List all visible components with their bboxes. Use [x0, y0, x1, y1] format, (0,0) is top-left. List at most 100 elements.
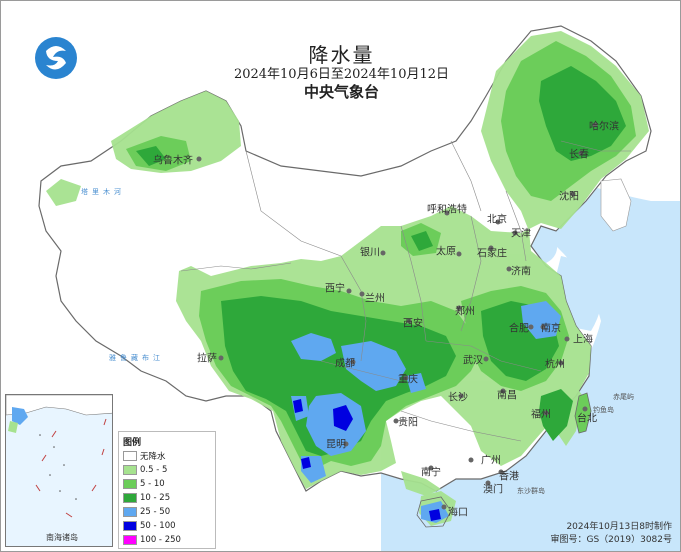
city-label-yinchuan: 银川 [360, 247, 380, 259]
city-dot [483, 356, 489, 362]
city-label-macau: 澳门 [483, 484, 503, 496]
legend-swatch [123, 521, 137, 531]
legend-label: 5 - 10 [140, 479, 165, 489]
city-dot [428, 465, 434, 471]
city-label-changsha: 长沙 [448, 392, 468, 404]
city-dot [346, 288, 352, 294]
city-dot [441, 504, 447, 510]
map-period: 2024年10月6日至2024年10月12日 [233, 67, 450, 82]
city-dot [570, 191, 576, 197]
legend-swatch [123, 465, 137, 475]
map-legend: 图例 无降水 0.5 - 5 5 - 10 10 - 25 25 - 50 50 - 10… [118, 431, 216, 549]
city-dot [406, 318, 412, 324]
city-label-chongqing: 重庆 [398, 374, 418, 386]
city-label-kunming: 昆明 [326, 439, 346, 451]
city-label-nanjing: 南京 [541, 323, 561, 335]
city-dot [488, 245, 494, 251]
city-label-tianjin: 天津 [511, 228, 531, 240]
legend-item: 0.5 - 5 [123, 464, 167, 476]
city-label-taiyuan: 太原 [436, 246, 456, 258]
city-dot [343, 441, 349, 447]
legend-label: 25 - 50 [140, 507, 171, 517]
city-label-nanning: 南宁 [421, 467, 441, 479]
city-dot [403, 375, 409, 381]
city-dot [393, 418, 399, 424]
legend-label: 0.5 - 5 [140, 465, 168, 475]
city-label-zhengzhou: 郑州 [455, 306, 475, 318]
taiwan-island [574, 392, 592, 434]
city-label-guangzhou: 广州 [481, 455, 501, 467]
city-dot [456, 251, 462, 257]
legend-item: 100 - 250 [123, 534, 181, 546]
city-dot [485, 480, 491, 486]
city-label-shanghai: 上海 [573, 334, 593, 346]
legend-label: 10 - 25 [140, 493, 171, 503]
island-label-diaoyu: 钓鱼岛 [593, 406, 614, 414]
city-dot [578, 150, 584, 156]
city-dot [558, 360, 564, 366]
city-label-lanzhou: 兰州 [365, 293, 385, 305]
map-title: 降水量 [308, 43, 375, 67]
city-label-jinan: 济南 [511, 266, 531, 278]
legend-label: 无降水 [140, 452, 166, 462]
city-label-xian: 西安 [403, 318, 423, 330]
city-dot [543, 410, 549, 416]
city-dot [218, 355, 224, 361]
footer-approval: 审图号：GS（2019）3082号 [550, 535, 673, 545]
city-label-nanchang: 南昌 [497, 390, 517, 402]
city-dot [528, 324, 534, 330]
korean-peninsula [600, 178, 632, 232]
river-label-tarim: 塔里木河 [81, 188, 125, 196]
legend-title: 图例 [123, 438, 142, 448]
city-dot [500, 388, 506, 394]
legend-swatch [123, 535, 137, 545]
city-dot [564, 336, 570, 342]
city-label-wuhan: 武汉 [463, 355, 483, 367]
city-label-shenyang: 沈阳 [559, 191, 579, 203]
city-label-lhasa: 拉萨 [197, 353, 217, 365]
city-dot [468, 457, 474, 463]
city-dot [592, 122, 598, 128]
city-label-changchun: 长春 [569, 149, 589, 161]
inset-map [6, 395, 112, 518]
legend-item: 10 - 25 [123, 492, 170, 504]
city-label-hefei: 合肥 [509, 323, 529, 335]
precip-torrential [293, 399, 441, 521]
city-dot [512, 230, 518, 236]
legend-item: 25 - 50 [123, 506, 170, 518]
city-label-beijing: 北京 [487, 214, 507, 226]
city-dot [540, 324, 546, 330]
legend-item: 5 - 10 [123, 478, 165, 490]
legend-label: 100 - 250 [140, 535, 181, 545]
city-label-chengdu: 成都 [335, 358, 355, 370]
city-label-hongkong: 香港 [499, 471, 519, 483]
city-dot [350, 359, 356, 365]
south-china-sea-inset: 南海诸岛 [5, 394, 113, 547]
legend-item: 无降水 [123, 450, 166, 462]
legend-label: 50 - 100 [140, 521, 176, 531]
city-label-hangzhou: 杭州 [545, 359, 565, 371]
legend-item: 50 - 100 [123, 520, 176, 532]
city-dot [380, 250, 386, 256]
city-dot [582, 406, 588, 412]
legend-swatch [123, 507, 137, 517]
precip-very-heavy [291, 301, 561, 523]
city-dot [498, 469, 504, 475]
east-sea [381, 176, 680, 551]
island-label-chiwei: 赤尾屿 [613, 393, 634, 401]
footer-made: 2024年10月13日8时制作 [566, 522, 672, 532]
city-label-taibei: 台北 [577, 413, 597, 425]
city-label-urumqi: 乌鲁木齐 [153, 155, 193, 167]
legend-swatch [123, 493, 137, 503]
island-label-dongsha: 东沙群岛 [517, 487, 545, 495]
city-dot [196, 156, 202, 162]
city-dot [444, 210, 450, 216]
province-borders [180, 140, 631, 442]
map-issuer: 中央气象台 [303, 83, 379, 101]
city-label-hohhot: 呼和浩特 [427, 204, 467, 216]
legend-swatch [123, 479, 137, 489]
hainan-island [416, 496, 452, 528]
city-label-guiyang: 贵阳 [398, 417, 418, 429]
